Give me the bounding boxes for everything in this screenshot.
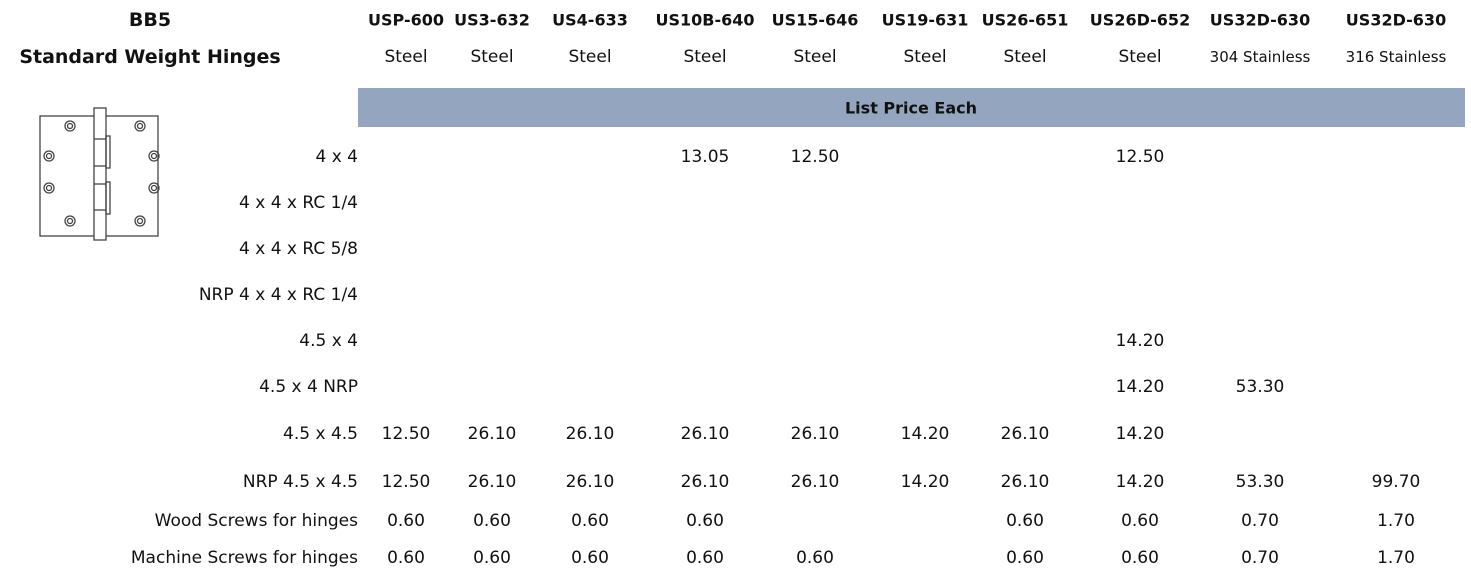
price-cell: 0.60 (387, 511, 425, 531)
price-cell: 26.10 (467, 472, 517, 492)
finish-header: US4-633 (552, 10, 628, 30)
finish-header: US10B-640 (655, 10, 755, 30)
price-cell: 26.10 (790, 424, 840, 444)
price-cell: 0.60 (1006, 548, 1044, 568)
row-label: Wood Screws for hinges (154, 511, 358, 531)
material-header: Steel (793, 47, 837, 67)
finish-header: US32D-630 (1209, 10, 1311, 30)
price-cell: 0.60 (571, 511, 609, 531)
price-cell: 0.60 (473, 548, 511, 568)
price-cell: 99.70 (1371, 472, 1421, 492)
product: BB5 (128, 9, 172, 31)
price-cell: 14.20 (900, 472, 950, 492)
price-cell: 53.30 (1235, 472, 1285, 492)
finish-header: US26-651 (981, 10, 1069, 30)
finish-header: US15-646 (771, 10, 859, 30)
price-cell: 26.10 (467, 424, 517, 444)
price-cell: 26.10 (565, 472, 615, 492)
material-header: Steel (683, 47, 727, 67)
price-cell: 14.20 (1115, 331, 1165, 351)
price-cell: 14.20 (900, 424, 950, 444)
row-label: 4 x 4 x RC 5/8 (239, 239, 358, 259)
row-label: 4 x 4 x RC 1/4 (239, 193, 358, 213)
material-header: Steel (903, 47, 947, 67)
finish-header: US19-631 (881, 10, 969, 30)
price-cell: 0.60 (686, 511, 724, 531)
price-cell: 26.10 (680, 472, 730, 492)
price-cell: 26.10 (790, 472, 840, 492)
price-cell: 12.50 (790, 147, 840, 167)
price-cell: 14.20 (1115, 472, 1165, 492)
price-cell: 26.10 (1000, 424, 1050, 444)
price-cell: 0.60 (1121, 548, 1159, 568)
price-cell: 0.60 (473, 511, 511, 531)
banner (358, 88, 1465, 127)
price-cell: 0.60 (1006, 511, 1044, 531)
row-label: NRP 4.5 x 4.5 (242, 472, 358, 492)
material-header: Steel (384, 47, 428, 67)
price-cell: 53.30 (1235, 377, 1285, 397)
material-header: 316 Stainless (1345, 48, 1447, 66)
material-header: Steel (1003, 47, 1047, 67)
finish-header: US3-632 (454, 10, 530, 30)
price-cell: 0.60 (686, 548, 724, 568)
price-cell: 0.70 (1241, 511, 1279, 531)
title: Standard Weight Hinges (19, 46, 281, 68)
price-cell: 12.50 (381, 424, 431, 444)
finish-header: USP-600 (368, 10, 444, 30)
price-cell: 0.60 (1121, 511, 1159, 531)
banner-text: List Price Each (844, 98, 978, 118)
row-label: 4 x 4 (315, 147, 359, 167)
row-label: 4.5 x 4 (299, 331, 358, 351)
price-cell: 1.70 (1377, 511, 1415, 531)
price-cell: 0.70 (1241, 548, 1279, 568)
price-cell: 26.10 (680, 424, 730, 444)
price-cell: 12.50 (381, 472, 431, 492)
price-cell: 26.10 (565, 424, 615, 444)
price-cell: 26.10 (1000, 472, 1050, 492)
finish-header: US32D-630 (1345, 10, 1447, 30)
price-cell: 12.50 (1115, 147, 1165, 167)
material-header: 304 Stainless (1209, 48, 1311, 66)
price-cell: 13.05 (680, 147, 730, 167)
row-label: 4.5 x 4 NRP (259, 377, 358, 397)
material-header: Steel (1118, 47, 1162, 67)
row-label: NRP 4 x 4 x RC 1/4 (198, 285, 358, 305)
material-header: Steel (470, 47, 514, 67)
row-label: 4.5 x 4.5 (283, 424, 358, 444)
row-label: Machine Screws for hinges (130, 548, 358, 568)
price-cell: 14.20 (1115, 424, 1165, 444)
price-cell: 0.60 (796, 548, 834, 568)
price-cell: 0.60 (387, 548, 425, 568)
price-cell: 14.20 (1115, 377, 1165, 397)
price-cell: 0.60 (571, 548, 609, 568)
finish-header: US26D-652 (1089, 10, 1191, 30)
hinge-icon (39, 107, 160, 241)
material-header: Steel (568, 47, 612, 67)
price-cell: 1.70 (1377, 548, 1415, 568)
